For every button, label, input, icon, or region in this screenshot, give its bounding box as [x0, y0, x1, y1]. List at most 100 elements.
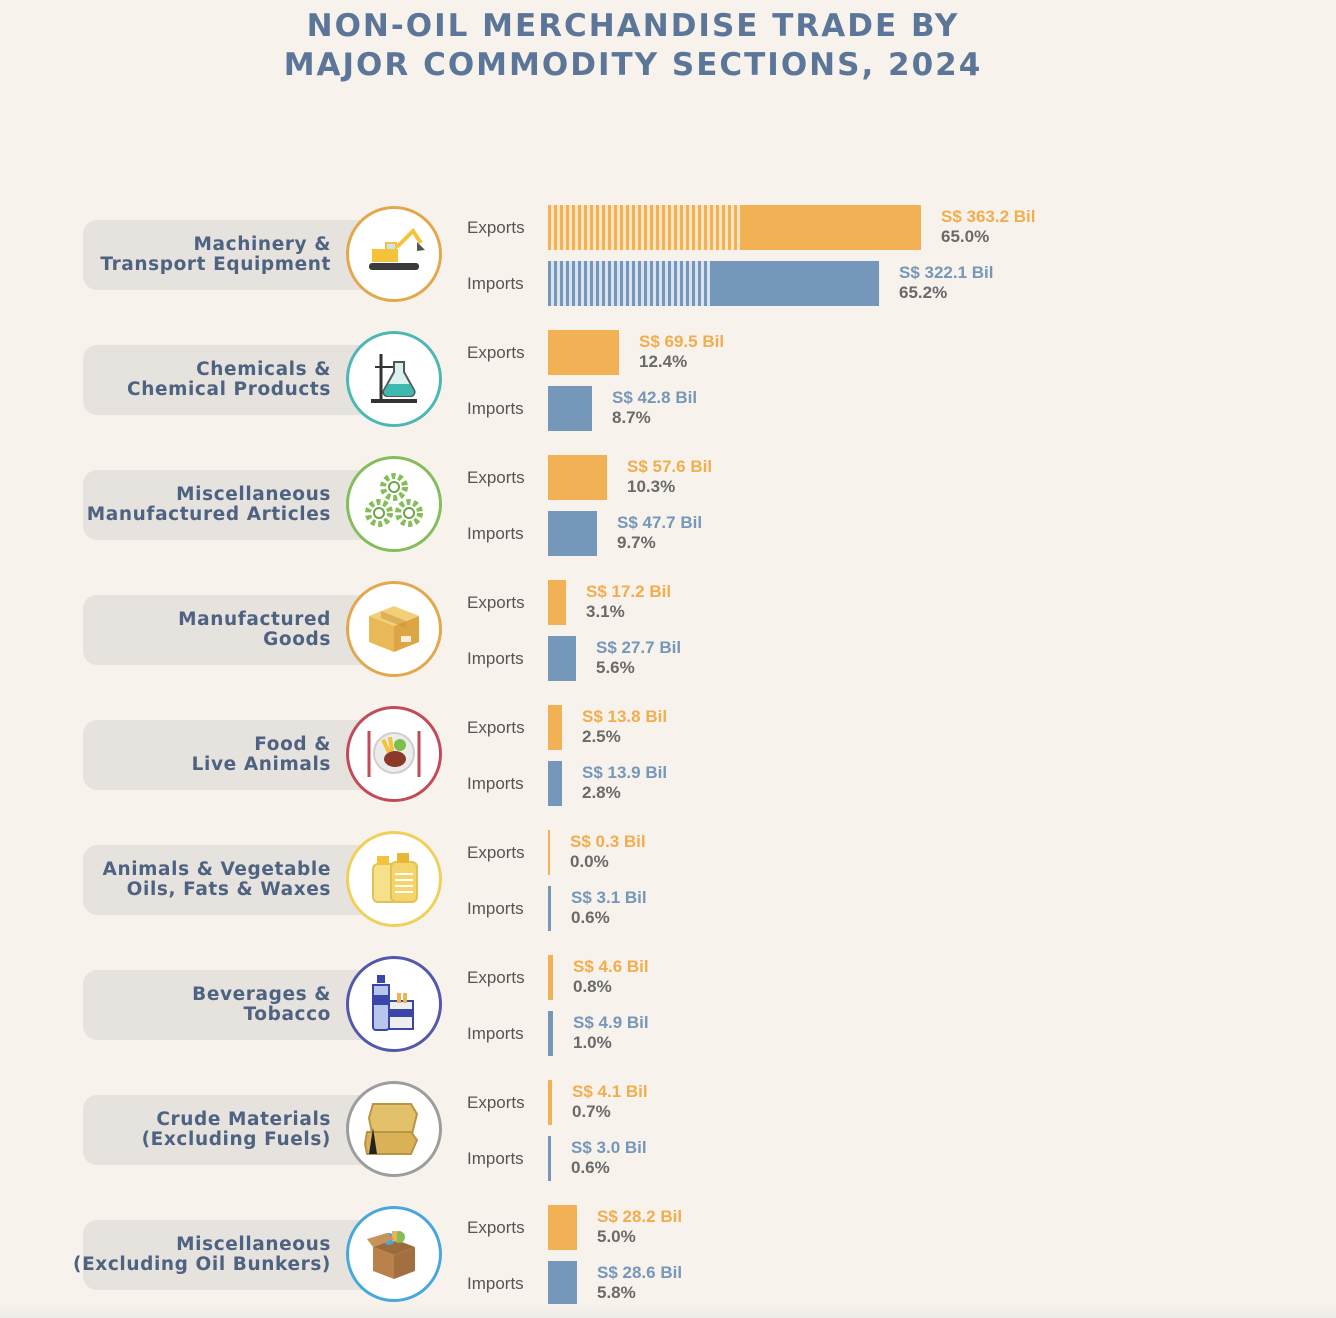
imports-value-label: S$ 4.9 Bil 1.0%: [573, 1013, 649, 1053]
food-plate-icon: [359, 717, 429, 791]
category-label-line: Crude Materials: [156, 1109, 331, 1130]
imports-row-label: Imports: [467, 774, 524, 793]
exports-value-label: S$ 28.2 Bil 5.0%: [597, 1207, 682, 1247]
category-label: Manufactured Goods: [51, 595, 331, 665]
category-pill-crude-materials-excluding-fuels: Crude Materials (Excluding Fuels): [83, 1095, 383, 1165]
exports-value-label: S$ 13.8 Bil 2.5%: [582, 707, 667, 747]
imports-amount: S$ 3.1 Bil: [571, 888, 647, 907]
exports-bar: [548, 955, 553, 1000]
category-icon-badge: [346, 581, 442, 677]
exports-amount: S$ 57.6 Bil: [627, 457, 713, 476]
exports-bar: [548, 1205, 577, 1250]
category-label-line: Manufactured Articles: [86, 504, 331, 525]
open-box-icon: [359, 1217, 429, 1291]
exports-value-label: S$ 4.1 Bil 0.7%: [572, 1082, 648, 1122]
exports-share: 0.8%: [573, 977, 612, 996]
category-label-line: Goods: [263, 629, 331, 650]
imports-bar-hatched-segment: [548, 261, 710, 306]
exports-row-label: Exports: [467, 968, 525, 987]
exports-bar: [548, 205, 921, 250]
sacks-icon: [359, 1092, 429, 1166]
exports-value-label: S$ 57.6 Bil 10.3%: [627, 457, 712, 497]
imports-share: 0.6%: [571, 908, 610, 927]
exports-row-label: Exports: [467, 718, 525, 737]
exports-amount: S$ 69.5 Bil: [639, 332, 725, 351]
exports-share: 5.0%: [597, 1227, 636, 1246]
imports-row-label: Imports: [467, 899, 524, 918]
imports-row-label: Imports: [467, 274, 524, 293]
category-icon-badge: [346, 956, 442, 1052]
category-icon-badge: [346, 1206, 442, 1302]
category-label: Animals & Vegetable Oils, Fats & Waxes: [51, 845, 331, 915]
exports-share: 3.1%: [586, 602, 625, 621]
imports-value-label: S$ 3.1 Bil 0.6%: [571, 888, 647, 928]
category-label-line: Animals & Vegetable: [102, 859, 331, 880]
category-label-line: Chemicals &: [196, 359, 331, 380]
imports-amount: S$ 28.6 Bil: [597, 1263, 683, 1282]
imports-bar: [548, 886, 551, 931]
imports-row-label: Imports: [467, 649, 524, 668]
bottle-cigarettes-icon: [359, 967, 429, 1041]
imports-row-label: Imports: [467, 1274, 524, 1293]
category-pill-chemicals-chemical-products: Chemicals & Chemical Products: [83, 345, 383, 415]
exports-bar: [548, 580, 566, 625]
oil-bottles-icon: [359, 842, 429, 916]
category-label-line: Manufactured: [178, 609, 331, 630]
exports-bar: [548, 1080, 552, 1125]
imports-bar: [548, 1136, 551, 1181]
category-label-line: Machinery &: [193, 234, 331, 255]
bottom-edge-shade: [0, 1304, 1336, 1318]
imports-value-label: S$ 28.6 Bil 5.8%: [597, 1263, 682, 1303]
exports-amount: S$ 28.2 Bil: [597, 1207, 683, 1226]
imports-bar: [548, 261, 879, 306]
category-icon-badge: [346, 331, 442, 427]
exports-bar: [548, 330, 619, 375]
category-pill-animals-vegetable-oils-fats-waxes: Animals & Vegetable Oils, Fats & Waxes: [83, 845, 383, 915]
exports-bar-hatched-segment: [548, 205, 742, 250]
imports-bar: [548, 636, 576, 681]
exports-amount: S$ 4.6 Bil: [573, 957, 649, 976]
exports-row-label: Exports: [467, 843, 525, 862]
exports-value-label: S$ 0.3 Bil 0.0%: [570, 832, 646, 872]
exports-amount: S$ 13.8 Bil: [582, 707, 668, 726]
category-pill-beverages-tobacco: Beverages & Tobacco: [83, 970, 383, 1040]
category-label: Miscellaneous Manufactured Articles: [51, 470, 331, 540]
category-label-line: Food &: [254, 734, 331, 755]
category-icon-badge: [346, 706, 442, 802]
excavator-icon: [359, 217, 429, 291]
category-icon-badge: [346, 1081, 442, 1177]
category-label-line: Miscellaneous: [176, 484, 331, 505]
imports-row-label: Imports: [467, 399, 524, 418]
imports-value-label: S$ 42.8 Bil 8.7%: [612, 388, 697, 428]
category-label-line: (Excluding Fuels): [141, 1129, 331, 1150]
imports-share: 0.6%: [571, 1158, 610, 1177]
imports-row-label: Imports: [467, 1024, 524, 1043]
exports-amount: S$ 17.2 Bil: [586, 582, 672, 601]
category-label-line: Chemical Products: [127, 379, 331, 400]
category-label-line: Transport Equipment: [100, 254, 331, 275]
imports-amount: S$ 13.9 Bil: [582, 763, 668, 782]
imports-value-label: S$ 322.1 Bil 65.2%: [899, 263, 994, 303]
imports-value-label: S$ 13.9 Bil 2.8%: [582, 763, 667, 803]
imports-amount: S$ 42.8 Bil: [612, 388, 698, 407]
exports-row-label: Exports: [467, 593, 525, 612]
exports-amount: S$ 4.1 Bil: [572, 1082, 648, 1101]
exports-share: 10.3%: [627, 477, 676, 496]
category-label: Food & Live Animals: [51, 720, 331, 790]
imports-value-label: S$ 27.7 Bil 5.6%: [596, 638, 681, 678]
category-label-line: Live Animals: [191, 754, 331, 775]
category-label-line: Beverages &: [192, 984, 331, 1005]
exports-value-label: S$ 4.6 Bil 0.8%: [573, 957, 649, 997]
exports-value-label: S$ 363.2 Bil 65.0%: [941, 207, 1036, 247]
exports-share: 2.5%: [582, 727, 621, 746]
category-label: Crude Materials (Excluding Fuels): [51, 1095, 331, 1165]
imports-share: 65.2%: [899, 283, 948, 302]
gears-icon: [359, 467, 429, 541]
chart-title-line-2: MAJOR COMMODITY SECTIONS, 2024: [283, 47, 983, 83]
category-icon-badge: [346, 456, 442, 552]
exports-row-label: Exports: [467, 1093, 525, 1112]
imports-share: 2.8%: [582, 783, 621, 802]
cardboard-box-icon: [359, 592, 429, 666]
exports-share: 0.0%: [570, 852, 609, 871]
